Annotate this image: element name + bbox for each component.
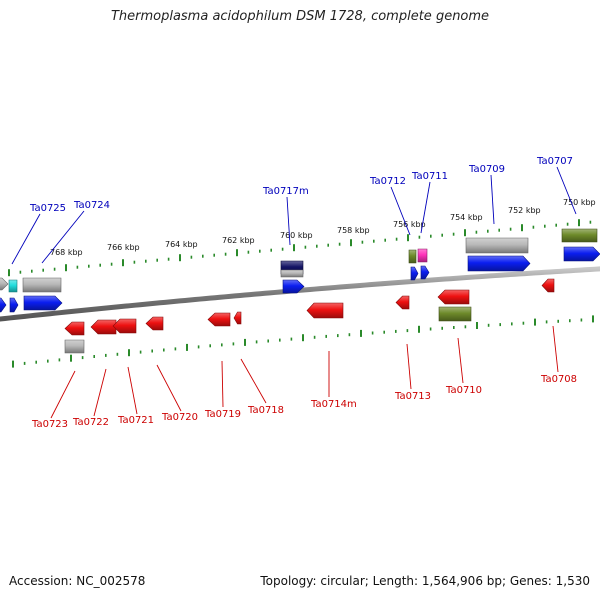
reverse-label-leader [240, 358, 267, 404]
reverse-gene-label: Ta0713 [394, 391, 431, 402]
gene-block [437, 289, 470, 305]
reverse-label-leader [221, 360, 224, 408]
gene-block [64, 321, 85, 336]
gene-block [438, 306, 472, 322]
forward-label-leader [556, 166, 577, 215]
gene-block [22, 277, 62, 293]
kbp-label: 766 kbp [107, 243, 140, 252]
reverse-gene-label: Ta0719 [204, 409, 241, 420]
forward-label-leader [420, 181, 431, 234]
gene-block [282, 279, 305, 294]
kbp-label: 750 kbp [563, 198, 596, 207]
gene-block [541, 278, 555, 293]
gene-block [408, 249, 417, 264]
gene-block [233, 311, 242, 325]
kbp-label: 764 kbp [165, 240, 198, 249]
reverse-gene-label: Ta0710 [445, 385, 482, 396]
gene-block [112, 318, 137, 334]
gene-block [465, 237, 529, 254]
gene-block [0, 277, 9, 291]
gene-block [306, 302, 344, 319]
gene-block [410, 266, 419, 281]
forward-gene-label: Ta0709 [468, 164, 505, 175]
gene-block [0, 297, 7, 313]
gene-block [9, 297, 19, 313]
gene-block [561, 228, 598, 243]
gene-block [23, 295, 63, 311]
gene-block [280, 269, 304, 278]
reverse-gene-label: Ta0721 [117, 415, 154, 426]
forward-gene-label: Ta0725 [29, 203, 66, 214]
reverse-gene-label: Ta0722 [72, 417, 109, 428]
kbp-label: 762 kbp [222, 236, 255, 245]
gene-block [145, 316, 164, 331]
forward-gene-label: Ta0707 [536, 156, 573, 167]
reverse-gene-label: Ta0714m [310, 399, 357, 410]
gene-block [417, 248, 428, 263]
reverse-label-leader [127, 366, 138, 415]
reverse-label-leader [50, 370, 76, 419]
gene-block [207, 312, 231, 327]
reverse-gene-label: Ta0723 [31, 419, 68, 430]
reverse-gene-label: Ta0718 [247, 405, 284, 416]
gene-block [395, 295, 410, 310]
gene-block [467, 255, 531, 272]
kbp-label: 756 kbp [393, 220, 426, 229]
forward-label-leader [286, 196, 291, 246]
reverse-label-leader [406, 343, 412, 390]
reverse-label-leader [457, 337, 464, 384]
forward-gene-label: Ta0724 [73, 200, 110, 211]
kbp-label: 754 kbp [450, 213, 483, 222]
kbp-label: 752 kbp [508, 206, 541, 215]
reverse-label-leader [93, 368, 107, 417]
kbp-label: 760 kbp [280, 231, 313, 240]
reverse-label-leader [552, 325, 559, 373]
topology-text: Topology: circular; Length: 1,564,906 bp… [260, 574, 590, 588]
kbp-label: 768 kbp [50, 248, 83, 257]
forward-label-leader [41, 210, 85, 264]
gene-block [563, 246, 600, 262]
kbp-label: 758 kbp [337, 226, 370, 235]
gene-block [420, 265, 430, 280]
accession-text: Accession: NC_002578 [9, 574, 146, 588]
forward-gene-label: Ta0717m [262, 186, 309, 197]
reverse-gene-label: Ta0720 [161, 412, 198, 423]
forward-label-leader [390, 186, 411, 236]
forward-label-leader [11, 213, 41, 265]
forward-label-leader [490, 174, 495, 225]
map-title: Thermoplasma acidophilum DSM 1728, compl… [110, 9, 490, 24]
gene-block [90, 319, 117, 335]
gene-block [8, 279, 18, 293]
forward-gene-label: Ta0711 [411, 171, 448, 182]
reverse-gene-label: Ta0708 [540, 374, 577, 385]
gene-block [64, 339, 85, 354]
forward-gene-label: Ta0712 [369, 176, 406, 187]
reverse-label-leader [156, 364, 182, 412]
